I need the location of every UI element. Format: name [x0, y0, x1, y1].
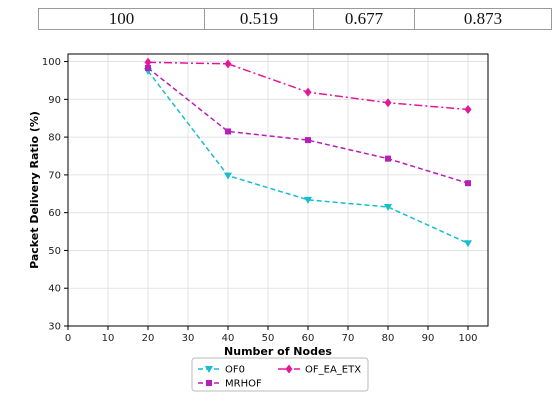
legend-item: MRHOF	[198, 379, 262, 390]
results-table-fragment: 100 0.519 0.677 0.873	[38, 8, 552, 30]
data-point	[304, 196, 312, 204]
table-cell: 0.677	[313, 8, 415, 30]
y-axis-ticks: 30 40 50 60 70 80 90 100	[42, 57, 68, 333]
legend-marker	[206, 380, 212, 386]
series-of-ea-etx	[144, 57, 472, 115]
y-tick-label: 90	[48, 95, 61, 106]
series-line	[147, 70, 469, 244]
x-axis-ticks: 0 10 20 30 40 50 60 70 80 90 100	[65, 326, 478, 344]
data-point	[384, 98, 392, 108]
grid-lines	[67, 54, 488, 327]
y-tick-label: 50	[48, 246, 61, 257]
series-layer	[144, 57, 472, 248]
data-point	[385, 155, 391, 162]
x-tick-label: 80	[382, 333, 395, 344]
y-tick-label: 30	[48, 322, 61, 333]
data-point	[224, 172, 232, 180]
series-mrhof	[145, 64, 471, 187]
x-tick-label: 70	[342, 333, 355, 344]
x-tick-label: 30	[182, 333, 195, 344]
data-point	[225, 128, 231, 135]
legend-marker	[205, 366, 213, 373]
data-point	[145, 64, 151, 71]
x-tick-label: 90	[422, 333, 435, 344]
y-axis-label: Packet Delivery Ratio (%)	[28, 111, 41, 269]
y-tick-label: 40	[48, 284, 61, 295]
table-row: 100 0.519 0.677 0.873	[38, 8, 552, 30]
data-point	[384, 204, 392, 211]
legend-label: MRHOF	[225, 379, 262, 390]
data-point	[465, 180, 471, 187]
legend: OF0 MRHOF OF_EA_ETX	[191, 357, 369, 392]
x-tick-label: 100	[458, 333, 477, 344]
y-tick-label: 60	[48, 208, 61, 219]
legend-box	[191, 357, 369, 392]
data-point	[304, 87, 312, 97]
x-axis-label: Number of Nodes	[224, 345, 332, 358]
legend-item: OF_EA_ETX	[278, 364, 361, 376]
series-line	[147, 67, 469, 184]
table-cell: 100	[38, 8, 205, 30]
y-tick-label: 80	[48, 133, 61, 144]
x-tick-label: 60	[302, 333, 315, 344]
x-tick-label: 0	[65, 333, 71, 344]
legend-label: OF_EA_ETX	[305, 365, 361, 376]
legend-marker	[285, 364, 293, 374]
y-tick-label: 70	[48, 170, 61, 181]
x-tick-label: 10	[102, 333, 115, 344]
table-cell: 0.873	[414, 8, 552, 30]
data-point	[224, 59, 232, 69]
data-point	[305, 137, 311, 144]
x-tick-label: 40	[222, 333, 235, 344]
data-point	[144, 57, 152, 67]
legend-label: OF0	[225, 365, 245, 376]
legend-item: OF0	[198, 365, 245, 376]
data-point	[464, 240, 472, 248]
x-tick-label: 20	[142, 333, 155, 344]
y-tick-label: 100	[42, 57, 61, 68]
x-tick-label: 50	[262, 333, 275, 344]
plot-frame	[67, 53, 489, 327]
data-point	[464, 105, 472, 115]
